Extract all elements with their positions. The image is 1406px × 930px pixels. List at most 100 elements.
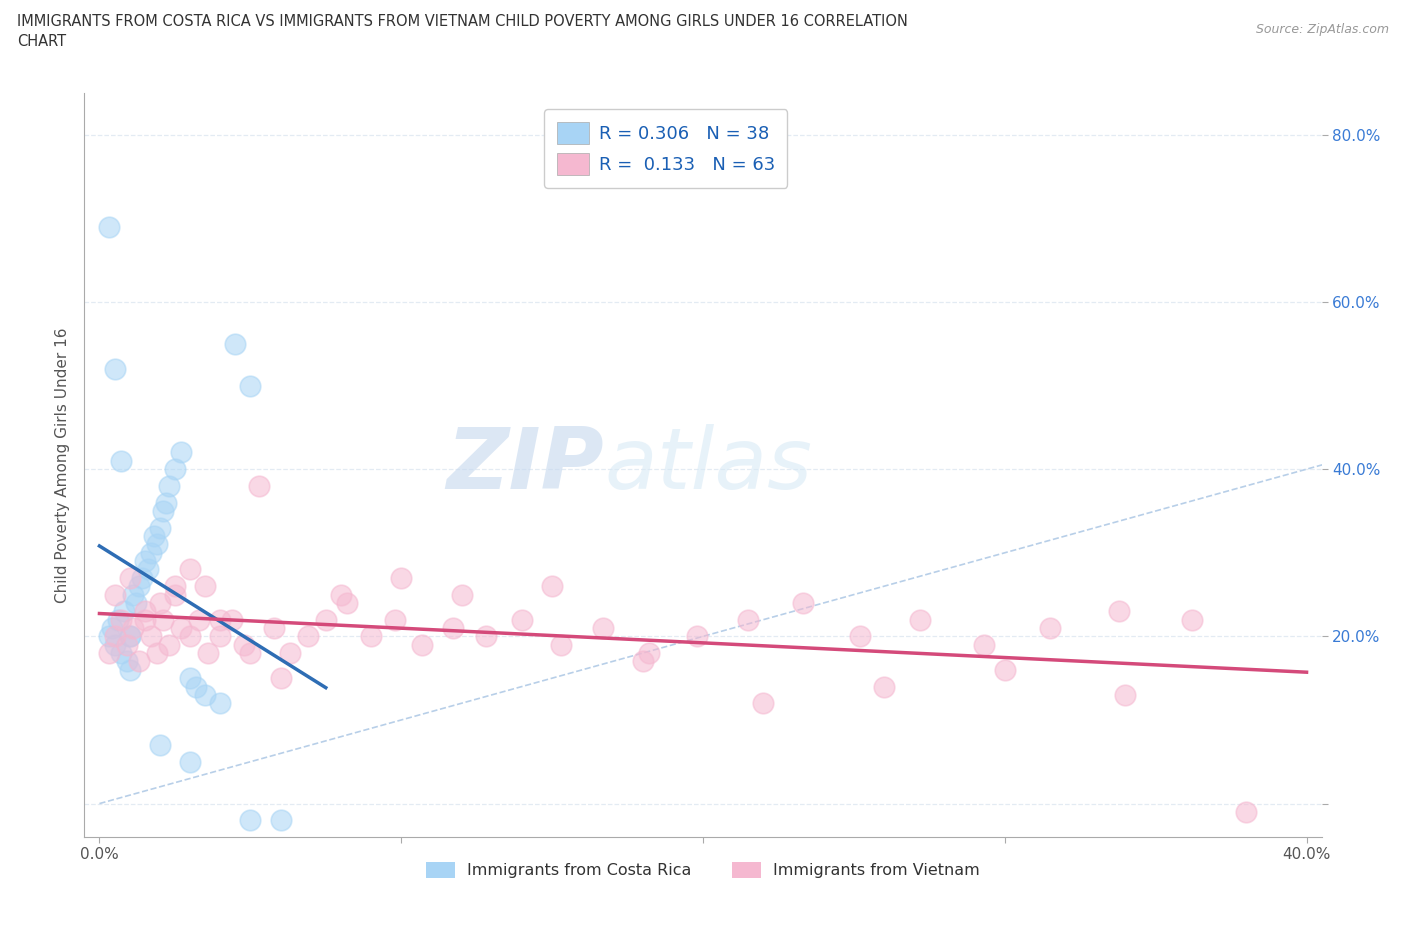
Text: ZIP: ZIP: [446, 423, 605, 507]
Point: [188, 612, 211, 627]
Point: [752, 696, 775, 711]
Y-axis label: Child Poverty Among Girls Under 16: Child Poverty Among Girls Under 16: [55, 327, 70, 603]
Text: IMMIGRANTS FROM COSTA RICA VS IMMIGRANTS FROM VIETNAM CHILD POVERTY AMONG GIRLS : IMMIGRANTS FROM COSTA RICA VS IMMIGRANTS…: [17, 14, 908, 29]
Point: [247, 478, 270, 493]
Point: [631, 654, 654, 669]
Point: [152, 503, 174, 518]
Point: [1108, 604, 1130, 618]
Point: [134, 604, 156, 618]
Point: [263, 620, 285, 635]
Point: [155, 495, 177, 510]
Point: [194, 687, 217, 702]
Point: [270, 813, 292, 828]
Point: [118, 662, 141, 677]
Point: [139, 629, 162, 644]
Point: [1234, 804, 1257, 819]
Point: [849, 629, 872, 644]
Point: [384, 612, 406, 627]
Point: [910, 612, 932, 627]
Point: [637, 645, 659, 660]
Point: [1114, 687, 1136, 702]
Point: [149, 737, 172, 752]
Point: [110, 454, 132, 469]
Point: [297, 629, 319, 644]
Point: [170, 445, 193, 460]
Point: [115, 654, 138, 669]
Point: [124, 595, 146, 610]
Point: [278, 645, 301, 660]
Point: [224, 337, 246, 352]
Point: [170, 620, 193, 635]
Point: [142, 528, 165, 543]
Point: [873, 679, 896, 694]
Point: [115, 637, 138, 652]
Point: [163, 587, 186, 602]
Point: [146, 537, 169, 551]
Point: [163, 461, 186, 476]
Point: [118, 629, 141, 644]
Point: [103, 629, 125, 644]
Point: [474, 629, 496, 644]
Point: [134, 553, 156, 568]
Point: [97, 645, 120, 660]
Point: [157, 637, 180, 652]
Point: [441, 620, 464, 635]
Point: [315, 612, 337, 627]
Point: [103, 637, 125, 652]
Point: [239, 379, 262, 393]
Point: [103, 362, 125, 377]
Point: [209, 696, 232, 711]
Point: [592, 620, 614, 635]
Point: [541, 578, 564, 593]
Point: [737, 612, 759, 627]
Point: [389, 570, 412, 585]
Point: [360, 629, 382, 644]
Point: [239, 813, 262, 828]
Point: [179, 754, 201, 769]
Point: [107, 612, 129, 627]
Point: [221, 612, 243, 627]
Point: [149, 520, 172, 535]
Point: [112, 604, 135, 618]
Point: [110, 612, 132, 627]
Point: [118, 629, 141, 644]
Point: [97, 219, 120, 234]
Point: [270, 671, 292, 685]
Point: [146, 645, 169, 660]
Text: Source: ZipAtlas.com: Source: ZipAtlas.com: [1256, 23, 1389, 36]
Point: [110, 645, 132, 660]
Point: [792, 595, 814, 610]
Point: [233, 637, 256, 652]
Text: CHART: CHART: [17, 34, 66, 49]
Point: [136, 562, 159, 577]
Point: [994, 662, 1017, 677]
Point: [973, 637, 995, 652]
Point: [329, 587, 352, 602]
Point: [139, 545, 162, 560]
Point: [179, 629, 201, 644]
Point: [179, 562, 201, 577]
Point: [510, 612, 533, 627]
Point: [103, 587, 125, 602]
Point: [239, 645, 262, 660]
Point: [209, 629, 232, 644]
Point: [184, 679, 207, 694]
Text: atlas: atlas: [605, 423, 813, 507]
Point: [197, 645, 219, 660]
Point: [128, 654, 150, 669]
Point: [97, 629, 120, 644]
Legend: Immigrants from Costa Rica, Immigrants from Vietnam: Immigrants from Costa Rica, Immigrants f…: [419, 856, 987, 884]
Point: [686, 629, 709, 644]
Point: [100, 620, 122, 635]
Point: [131, 570, 153, 585]
Point: [179, 671, 201, 685]
Point: [1181, 612, 1204, 627]
Point: [149, 595, 172, 610]
Point: [157, 478, 180, 493]
Point: [450, 587, 472, 602]
Point: [550, 637, 572, 652]
Point: [163, 578, 186, 593]
Point: [411, 637, 433, 652]
Point: [134, 612, 156, 627]
Point: [336, 595, 359, 610]
